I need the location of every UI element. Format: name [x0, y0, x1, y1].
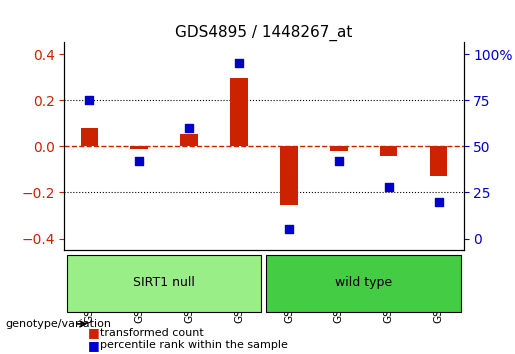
Point	[235, 61, 243, 66]
FancyBboxPatch shape	[266, 255, 461, 312]
Bar	[280, 146, 298, 205]
Bar	[380, 146, 398, 155]
Point	[135, 158, 143, 164]
Bar	[330, 146, 348, 151]
Point	[285, 227, 293, 232]
Bar	[130, 146, 148, 149]
Bar	[180, 133, 198, 146]
Text: SIRT1 null: SIRT1 null	[133, 276, 195, 289]
Text: wild type: wild type	[335, 276, 392, 289]
Bar	[80, 128, 98, 146]
Bar	[230, 78, 248, 146]
Text: ■: ■	[88, 326, 99, 339]
FancyBboxPatch shape	[67, 255, 262, 312]
Title: GDS4895 / 1448267_at: GDS4895 / 1448267_at	[175, 25, 353, 41]
Point	[385, 184, 393, 190]
Text: percentile rank within the sample: percentile rank within the sample	[100, 340, 288, 350]
Text: transformed count: transformed count	[100, 328, 204, 338]
Text: genotype/variation: genotype/variation	[5, 319, 111, 329]
Bar	[430, 146, 448, 176]
Point	[185, 125, 193, 131]
Point	[335, 158, 343, 164]
Point	[435, 199, 443, 205]
Text: ■: ■	[88, 339, 99, 352]
Point	[85, 97, 93, 103]
